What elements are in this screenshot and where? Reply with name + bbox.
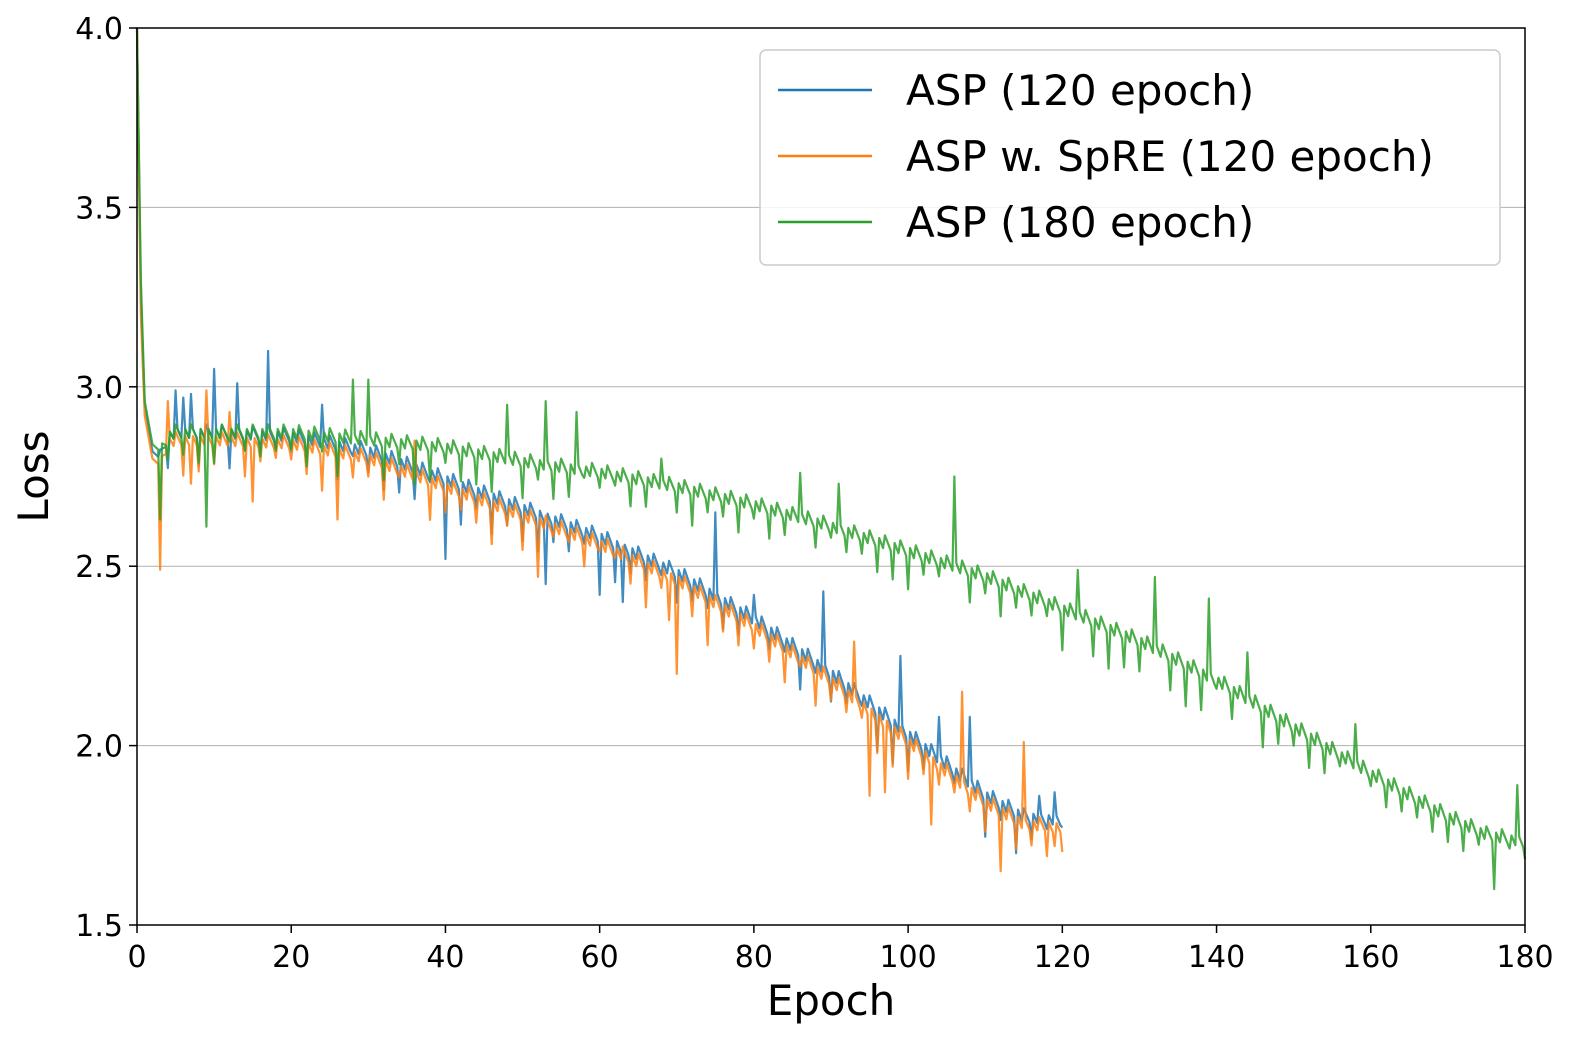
grid-lines xyxy=(137,206,1525,747)
y-tick-label: 3.0 xyxy=(75,371,123,406)
x-tick-label: 180 xyxy=(1496,940,1553,975)
x-tick-label: 160 xyxy=(1342,940,1399,975)
x-tick-label: 100 xyxy=(879,940,936,975)
axis-ticks: 0 20 40 60 80 100 120 140 160 180 1.5 2.0 2.5 3.0 3.5 4… xyxy=(75,12,1553,975)
legend: ASP (120 epoch) ASP w. SpRE (120 epoch) AS… xyxy=(759,49,1501,266)
series-line xyxy=(135,27,1527,891)
y-tick-label: 3.5 xyxy=(75,191,123,226)
series-line xyxy=(135,27,1064,873)
legend-box xyxy=(759,49,1501,266)
x-tick-label: 0 xyxy=(127,940,146,975)
y-tick-label: 1.5 xyxy=(75,909,123,944)
x-tick-label: 80 xyxy=(735,940,773,975)
x-tick-label: 140 xyxy=(1188,940,1245,975)
series-lines xyxy=(135,27,1527,891)
legend-label: ASP (120 epoch) xyxy=(906,66,1254,115)
x-tick-label: 20 xyxy=(272,940,310,975)
x-tick-label: 120 xyxy=(1034,940,1091,975)
plot-frame xyxy=(136,27,1526,926)
x-tick-label: 40 xyxy=(426,940,464,975)
x-axis-title: Epoch xyxy=(767,976,896,1025)
x-tick-label: 60 xyxy=(581,940,619,975)
y-tick-label: 2.0 xyxy=(75,730,123,765)
y-tick-label: 4.0 xyxy=(75,12,123,47)
legend-label: ASP w. SpRE (120 epoch) xyxy=(906,132,1434,181)
y-tick-label: 2.5 xyxy=(75,550,123,585)
y-axis-title: Loss xyxy=(9,430,58,522)
legend-label: ASP (180 epoch) xyxy=(906,198,1254,247)
